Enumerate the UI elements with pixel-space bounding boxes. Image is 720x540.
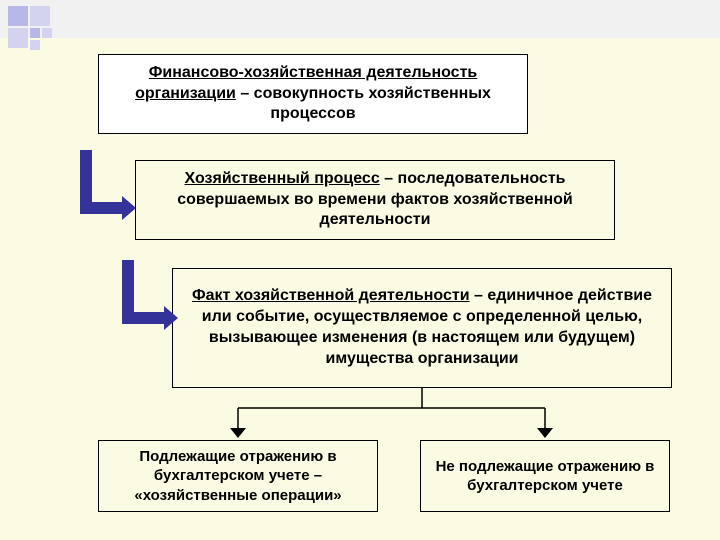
box-financial-activity: Финансово-хозяйственная деятельность орг…	[98, 54, 528, 134]
text-b4: Подлежащие отражению в бухгалтерском уче…	[109, 447, 367, 506]
box-accounted: Подлежащие отражению в бухгалтерском уче…	[98, 440, 378, 512]
term-b3: Факт хозяйственной деятельности	[192, 287, 470, 304]
rest-b1: – совокупность хозяйственных процессов	[236, 85, 491, 123]
header-bar	[0, 0, 720, 38]
term-b2: Хозяйственный процесс	[185, 170, 380, 187]
text-b5: Не подлежащие отражению в бухгалтерском …	[431, 457, 659, 496]
box-economic-process: Хозяйственный процесс – последовательнос…	[135, 160, 615, 240]
box-economic-fact: Факт хозяйственной деятельности – единич…	[172, 268, 672, 388]
box-not-accounted: Не подлежащие отражению в бухгалтерском …	[420, 440, 670, 512]
